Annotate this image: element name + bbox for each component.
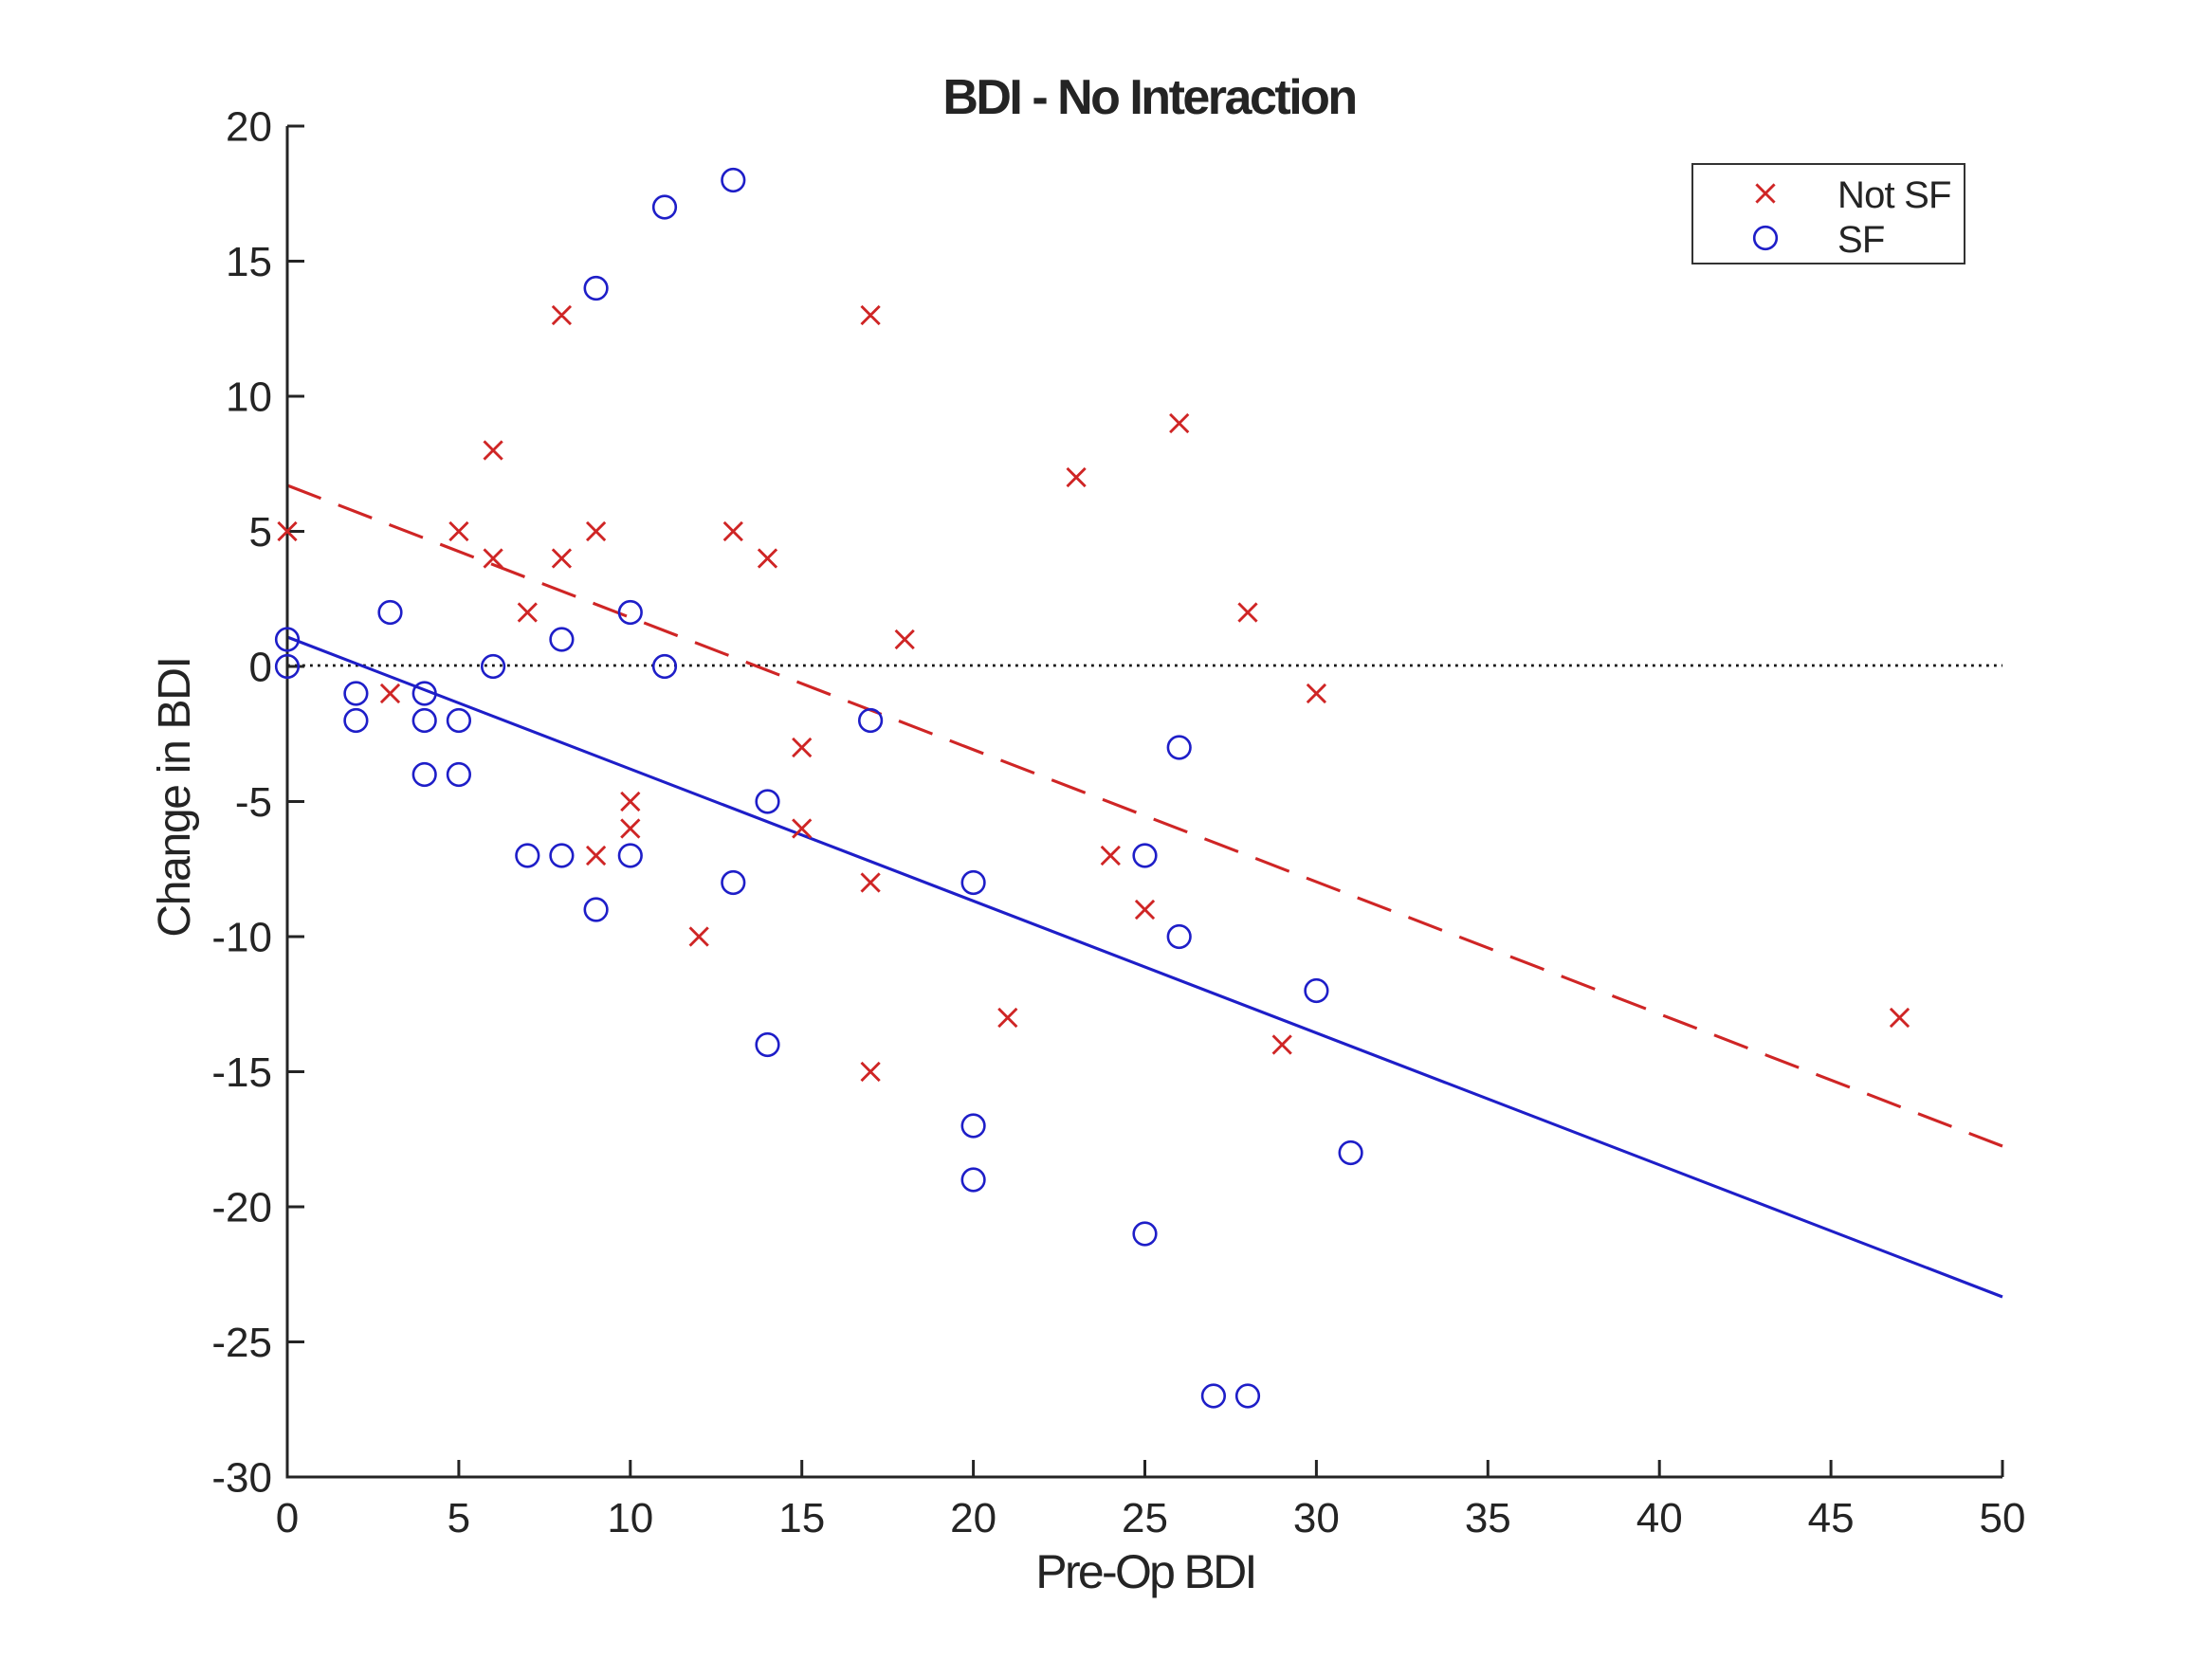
svg-text:35: 35: [1465, 1495, 1511, 1541]
svg-text:20: 20: [950, 1495, 996, 1541]
svg-text:0: 0: [249, 645, 272, 691]
svg-text:-5: -5: [235, 779, 272, 826]
svg-text:30: 30: [1293, 1495, 1340, 1541]
svg-text:Pre-Op BDI: Pre-Op BDI: [1035, 1545, 1254, 1598]
svg-text:15: 15: [226, 239, 272, 285]
svg-text:45: 45: [1808, 1495, 1855, 1541]
svg-text:25: 25: [1122, 1495, 1168, 1541]
svg-text:15: 15: [778, 1495, 825, 1541]
svg-text:5: 5: [249, 509, 272, 556]
svg-text:0: 0: [276, 1495, 299, 1541]
svg-text:SF: SF: [1837, 219, 1885, 261]
svg-text:-30: -30: [211, 1455, 272, 1502]
svg-text:Change in BDI: Change in BDI: [150, 657, 200, 937]
svg-text:5: 5: [448, 1495, 470, 1541]
svg-text:10: 10: [226, 374, 272, 421]
svg-text:50: 50: [1980, 1495, 2026, 1541]
svg-text:BDI - No Interaction: BDI - No Interaction: [942, 70, 1355, 125]
svg-text:40: 40: [1636, 1495, 1683, 1541]
svg-text:Not SF: Not SF: [1837, 174, 1951, 216]
svg-text:-20: -20: [211, 1185, 272, 1231]
svg-text:20: 20: [226, 104, 272, 151]
svg-text:-10: -10: [211, 915, 272, 961]
svg-text:10: 10: [607, 1495, 653, 1541]
svg-text:-25: -25: [211, 1320, 272, 1366]
svg-text:-15: -15: [211, 1049, 272, 1096]
